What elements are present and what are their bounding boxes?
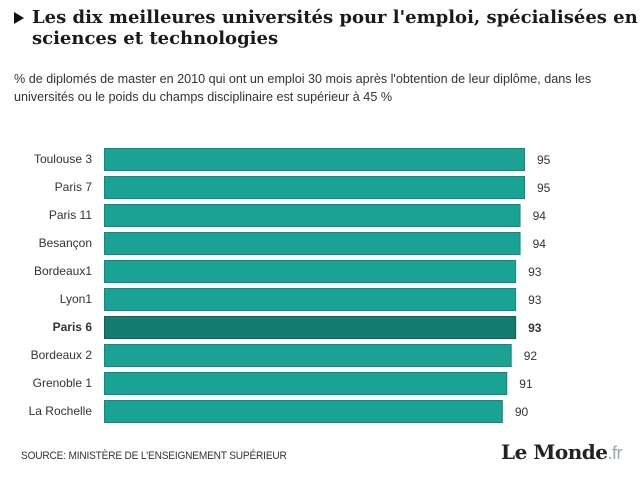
category-label: Besançon bbox=[39, 236, 92, 250]
bar bbox=[104, 204, 521, 227]
value-label: 93 bbox=[528, 293, 542, 307]
category-label: Lyon1 bbox=[60, 292, 93, 306]
bar-chart: Toulouse 3 95 Paris 7 95 Paris 11 94 Besançon 9… bbox=[29, 148, 551, 423]
category-label: Paris 11 bbox=[49, 208, 92, 222]
value-label: 95 bbox=[537, 153, 551, 167]
value-label: 93 bbox=[528, 321, 542, 335]
value-label: 94 bbox=[533, 209, 547, 223]
bar bbox=[104, 148, 525, 171]
category-label: Bordeaux 2 bbox=[31, 348, 93, 362]
logo-main: Le Monde bbox=[501, 440, 608, 464]
bar bbox=[104, 344, 512, 367]
value-label: 94 bbox=[533, 237, 547, 251]
value-label: 90 bbox=[515, 405, 529, 419]
source-note: SOURCE: MINISTÈRE DE L'ENSEIGNEMENT SUPÉ… bbox=[21, 450, 287, 462]
category-label: Grenoble 1 bbox=[33, 376, 93, 390]
triangle-bullet-icon bbox=[14, 12, 24, 24]
value-label: 93 bbox=[528, 265, 542, 279]
bar bbox=[104, 372, 508, 395]
category-label: La Rochelle bbox=[29, 404, 93, 418]
bar bbox=[104, 260, 517, 283]
category-label: Toulouse 3 bbox=[34, 152, 92, 166]
bar bbox=[104, 232, 521, 255]
bar bbox=[104, 400, 503, 423]
bar bbox=[104, 288, 517, 311]
category-label: Paris 7 bbox=[55, 180, 93, 194]
bar bbox=[104, 176, 525, 199]
value-label: 95 bbox=[537, 181, 551, 195]
logo-suffix: .fr bbox=[607, 443, 622, 463]
chart-title-text: Les dix meilleures universités pour l'em… bbox=[32, 7, 638, 49]
category-label: Paris 6 bbox=[53, 320, 93, 334]
le-monde-logo: Le Monde.fr bbox=[501, 440, 622, 464]
value-label: 91 bbox=[519, 377, 533, 391]
bar-highlighted bbox=[104, 316, 517, 339]
chart-subtitle: % de diplomés de master en 2010 qui ont … bbox=[14, 72, 592, 104]
chart-title: Les dix meilleures universités pour l'em… bbox=[14, 7, 642, 49]
value-label: 92 bbox=[524, 349, 538, 363]
category-label: Bordeaux1 bbox=[34, 264, 92, 278]
